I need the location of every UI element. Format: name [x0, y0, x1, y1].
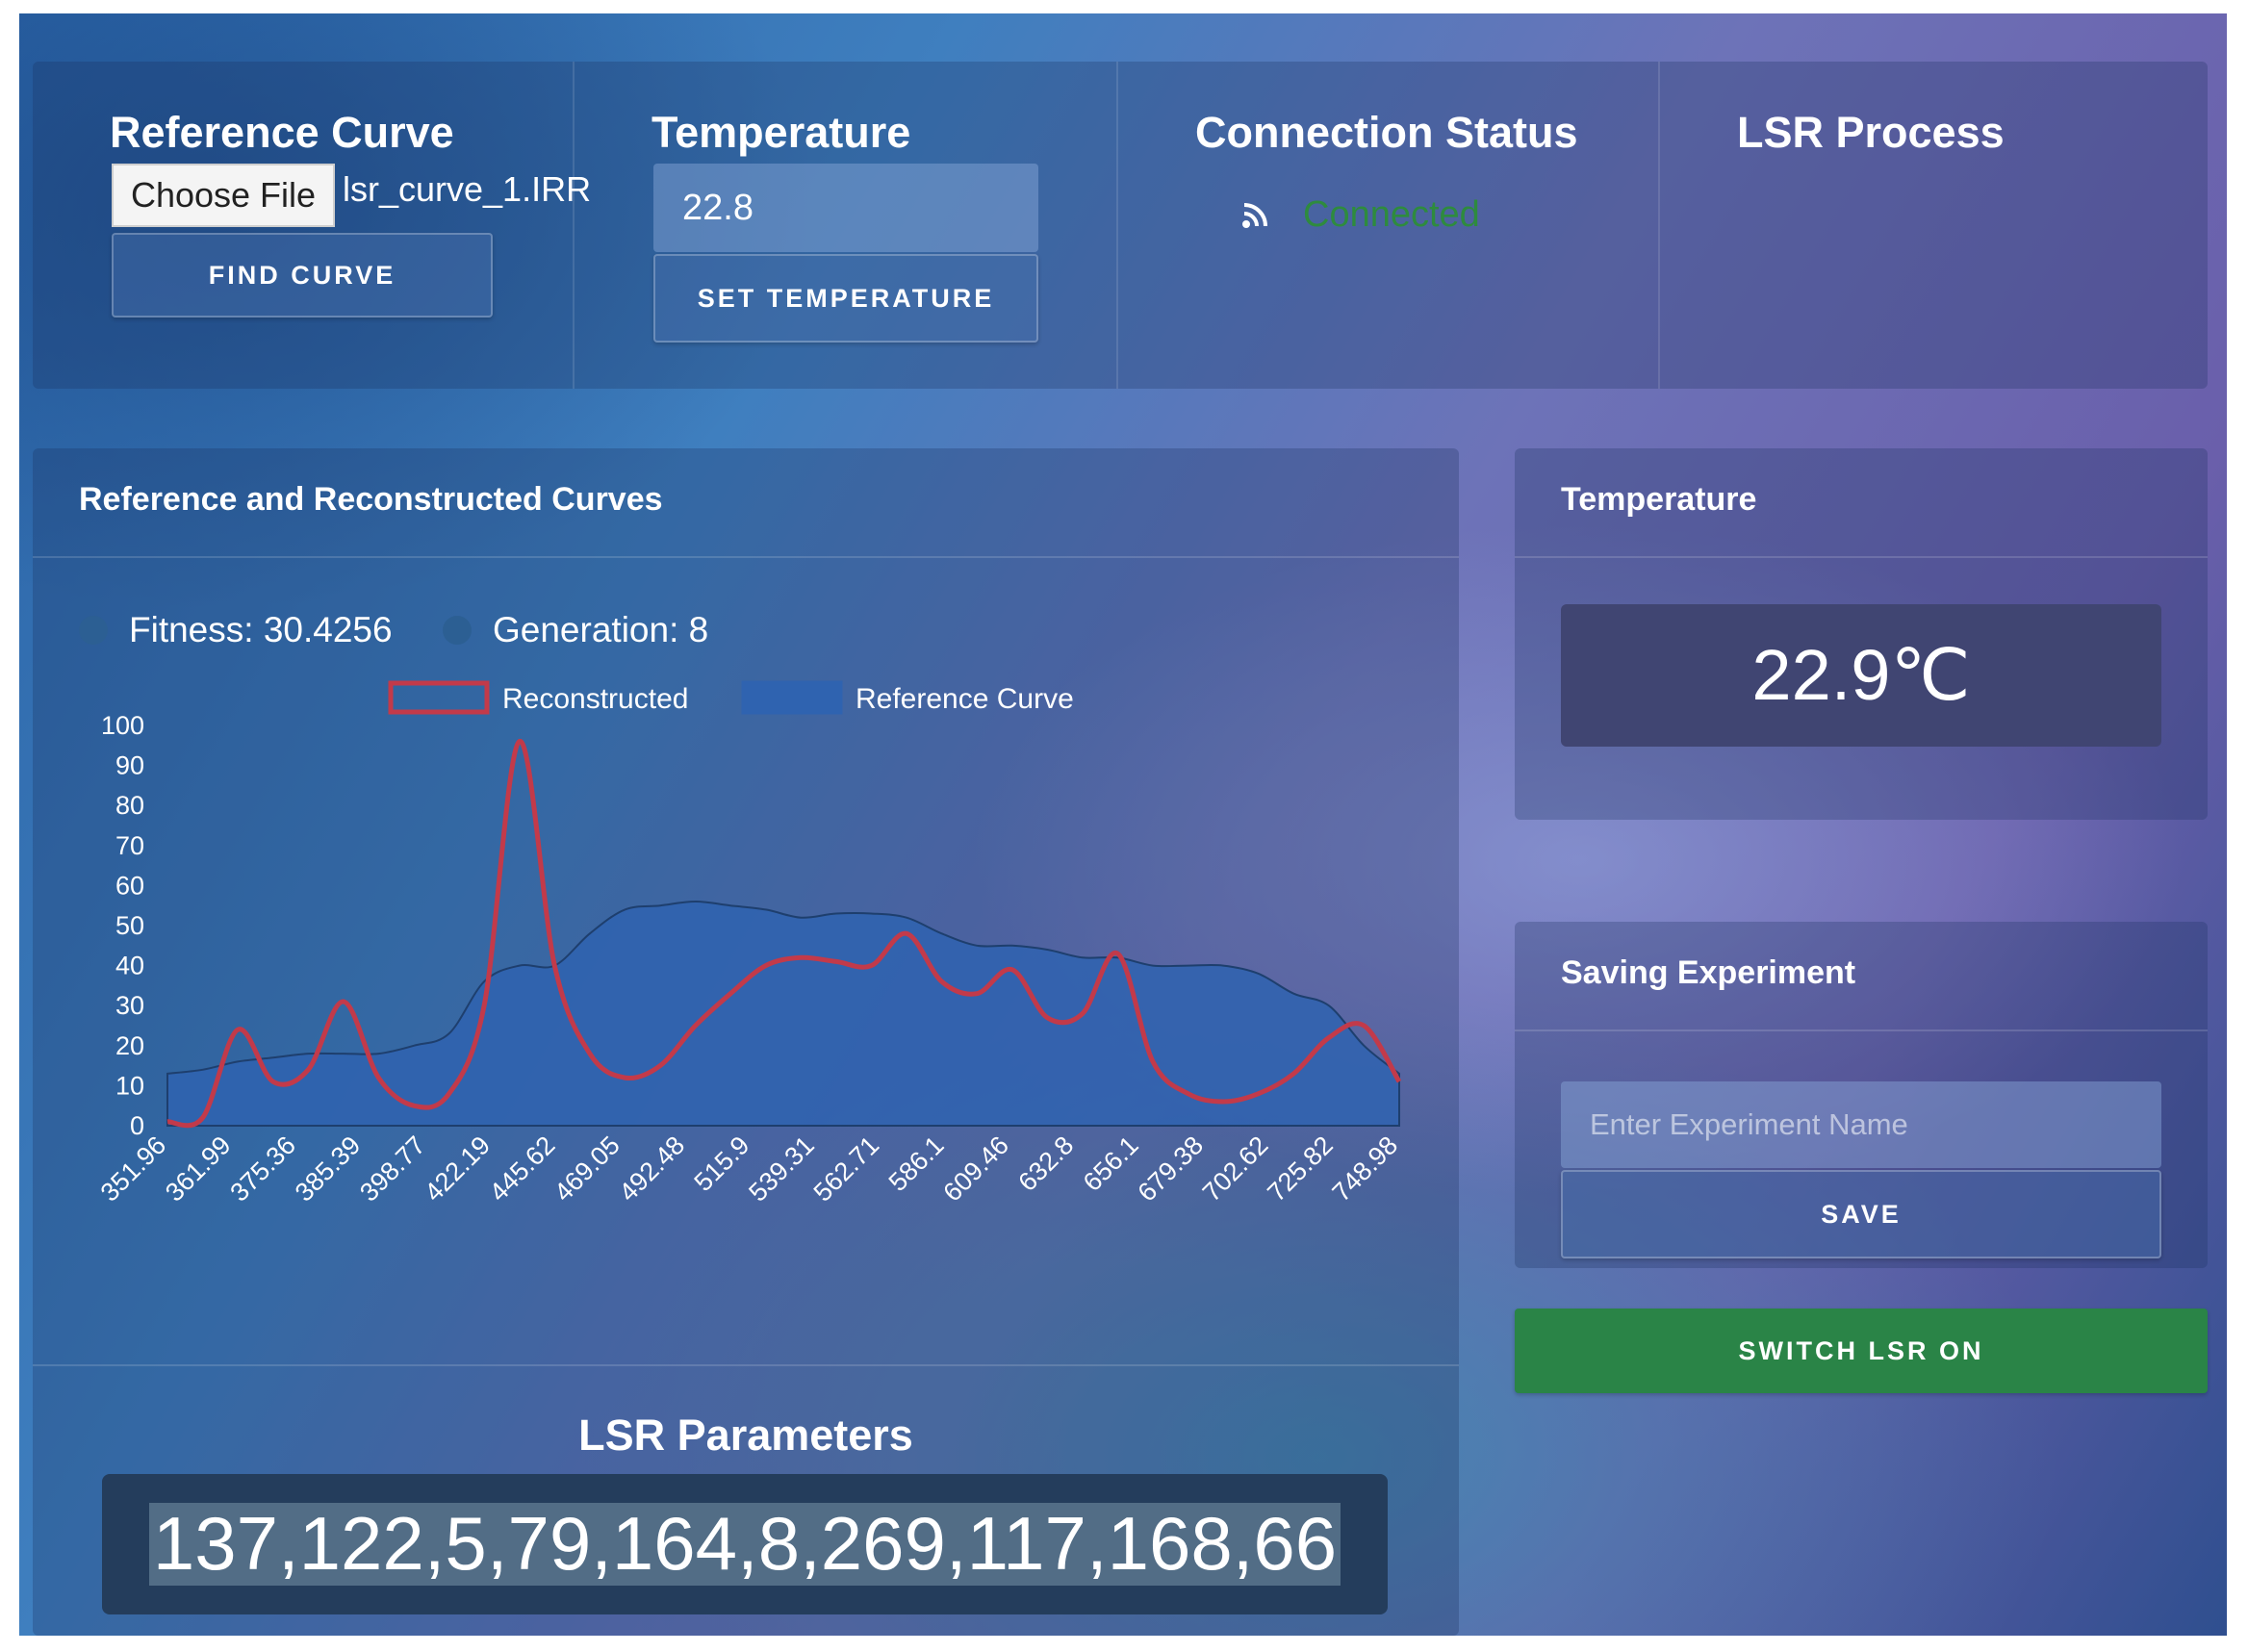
x-tick-label: 361.99: [160, 1131, 237, 1207]
y-tick-label: 10: [115, 1071, 144, 1100]
switch-lsr-on-button[interactable]: SWITCH LSR ON: [1515, 1309, 2208, 1393]
temperature-panel: Temperature 22.9℃: [1515, 448, 2208, 820]
x-tick-label: 469.05: [549, 1131, 626, 1207]
set-temperature-button[interactable]: SET TEMPERATURE: [653, 254, 1038, 343]
legend-label: Reference Curve: [856, 683, 1074, 715]
x-tick-label: 679.38: [1133, 1131, 1210, 1207]
x-tick-label: 492.48: [614, 1131, 691, 1207]
file-name-label: lsr_curve_1.IRR: [343, 169, 592, 209]
panel-divider: [33, 556, 1459, 558]
saving-experiment-panel: Saving Experiment Enter Experiment Name …: [1515, 922, 2208, 1268]
curves-panel: Reference and Reconstructed Curves Fitne…: [33, 448, 1459, 1636]
connection-card: Connection Status Connected: [1118, 62, 1660, 389]
y-tick-label: 30: [115, 991, 144, 1020]
reference-curve-title: Reference Curve: [110, 108, 454, 157]
lsr-parameters-box: 137,122,5,79,164,8,269,117,168,66: [102, 1474, 1388, 1614]
y-tick-label: 40: [115, 952, 144, 980]
fitness-dot: [79, 616, 108, 645]
control-bar: Reference Curve Choose File lsr_curve_1.…: [33, 62, 2208, 389]
dashboard: Reference Curve Choose File lsr_curve_1.…: [19, 13, 2227, 1636]
y-tick-label: 90: [115, 751, 144, 780]
legend-swatch: [388, 680, 490, 715]
x-tick-label: 445.62: [484, 1131, 561, 1207]
temperature-panel-title: Temperature: [1561, 481, 1757, 518]
x-tick-label: 539.31: [743, 1131, 820, 1207]
panel-divider: [33, 1364, 1459, 1366]
lsr-process-title: LSR Process: [1737, 108, 2005, 157]
x-tick-label: 609.46: [937, 1131, 1014, 1207]
reference-curve-area: [166, 900, 1400, 1127]
lsr-parameters-value: 137,122,5,79,164,8,269,117,168,66: [148, 1502, 1341, 1586]
experiment-name-input[interactable]: Enter Experiment Name: [1561, 1081, 2161, 1168]
fitness-indicator: Fitness: 30.4256: [79, 610, 393, 650]
temperature-input[interactable]: 22.8: [653, 164, 1038, 252]
temperature-value: 22.9℃: [1751, 635, 1971, 715]
curves-chart: 0 10 20 30 40 50 60 70 80 90 100 351.96361.99375.36…: [95, 680, 1404, 1207]
generation-indicator: Generation: 8: [443, 610, 708, 650]
x-tick-label: 351.96: [95, 1131, 172, 1207]
lsr-parameters-title: LSR Parameters: [578, 1411, 913, 1460]
x-tick-label: 398.77: [354, 1131, 431, 1207]
y-tick-label: 80: [115, 791, 144, 820]
reference-curve-card: Reference Curve Choose File lsr_curve_1.…: [33, 62, 591, 389]
x-tick-label: 748.98: [1327, 1131, 1404, 1207]
legend-label: Reconstructed: [502, 683, 688, 715]
y-tick-label: 100: [101, 711, 144, 740]
rss-icon: [1241, 200, 1270, 229]
lsr-process-card: LSR Process: [1660, 62, 2208, 389]
y-tick-label: 50: [115, 911, 144, 940]
x-tick-label: 375.36: [224, 1131, 301, 1207]
legend-swatch: [741, 680, 843, 715]
choose-file-button[interactable]: Choose File: [112, 164, 335, 227]
y-tick-label: 60: [115, 871, 144, 900]
x-tick-label: 422.19: [419, 1131, 496, 1207]
connection-status-text: Connected: [1303, 194, 1480, 235]
temperature-title: Temperature: [651, 108, 911, 157]
generation-dot: [443, 616, 472, 645]
save-button[interactable]: SAVE: [1561, 1170, 2161, 1258]
temperature-card: Temperature 22.8 SET TEMPERATURE: [575, 62, 1118, 389]
find-curve-button[interactable]: FIND CURVE: [112, 233, 493, 318]
connection-status-title: Connection Status: [1195, 108, 1578, 157]
reconstructed-curve-line: [166, 739, 1402, 1129]
y-tick-label: 20: [115, 1031, 144, 1060]
y-tick-label: 70: [115, 831, 144, 860]
panel-divider: [1515, 1029, 2208, 1031]
curves-panel-title: Reference and Reconstructed Curves: [79, 481, 663, 518]
x-tick-label: 632.8: [1012, 1131, 1079, 1197]
x-tick-label: 725.82: [1262, 1131, 1339, 1207]
x-tick-label: 702.62: [1197, 1131, 1274, 1207]
generation-label: Generation: 8: [493, 610, 709, 649]
x-tick-label: 562.71: [808, 1131, 885, 1207]
y-tick-label: 0: [130, 1111, 144, 1140]
saving-experiment-title: Saving Experiment: [1561, 954, 1856, 991]
panel-divider: [1515, 556, 2208, 558]
x-tick-label: 385.39: [290, 1131, 367, 1207]
fitness-label: Fitness: 30.4256: [129, 610, 393, 649]
temperature-display: 22.9℃: [1561, 604, 2161, 747]
